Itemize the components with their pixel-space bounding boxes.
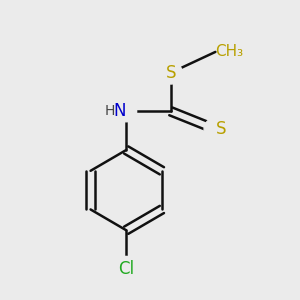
Text: N: N: [114, 102, 126, 120]
Text: Cl: Cl: [118, 260, 134, 278]
Text: S: S: [215, 120, 226, 138]
Circle shape: [160, 61, 182, 84]
Circle shape: [204, 118, 227, 140]
Circle shape: [114, 256, 139, 281]
Text: H: H: [105, 104, 115, 118]
Circle shape: [116, 101, 136, 122]
Text: CH₃: CH₃: [215, 44, 244, 59]
Text: S: S: [166, 64, 176, 82]
